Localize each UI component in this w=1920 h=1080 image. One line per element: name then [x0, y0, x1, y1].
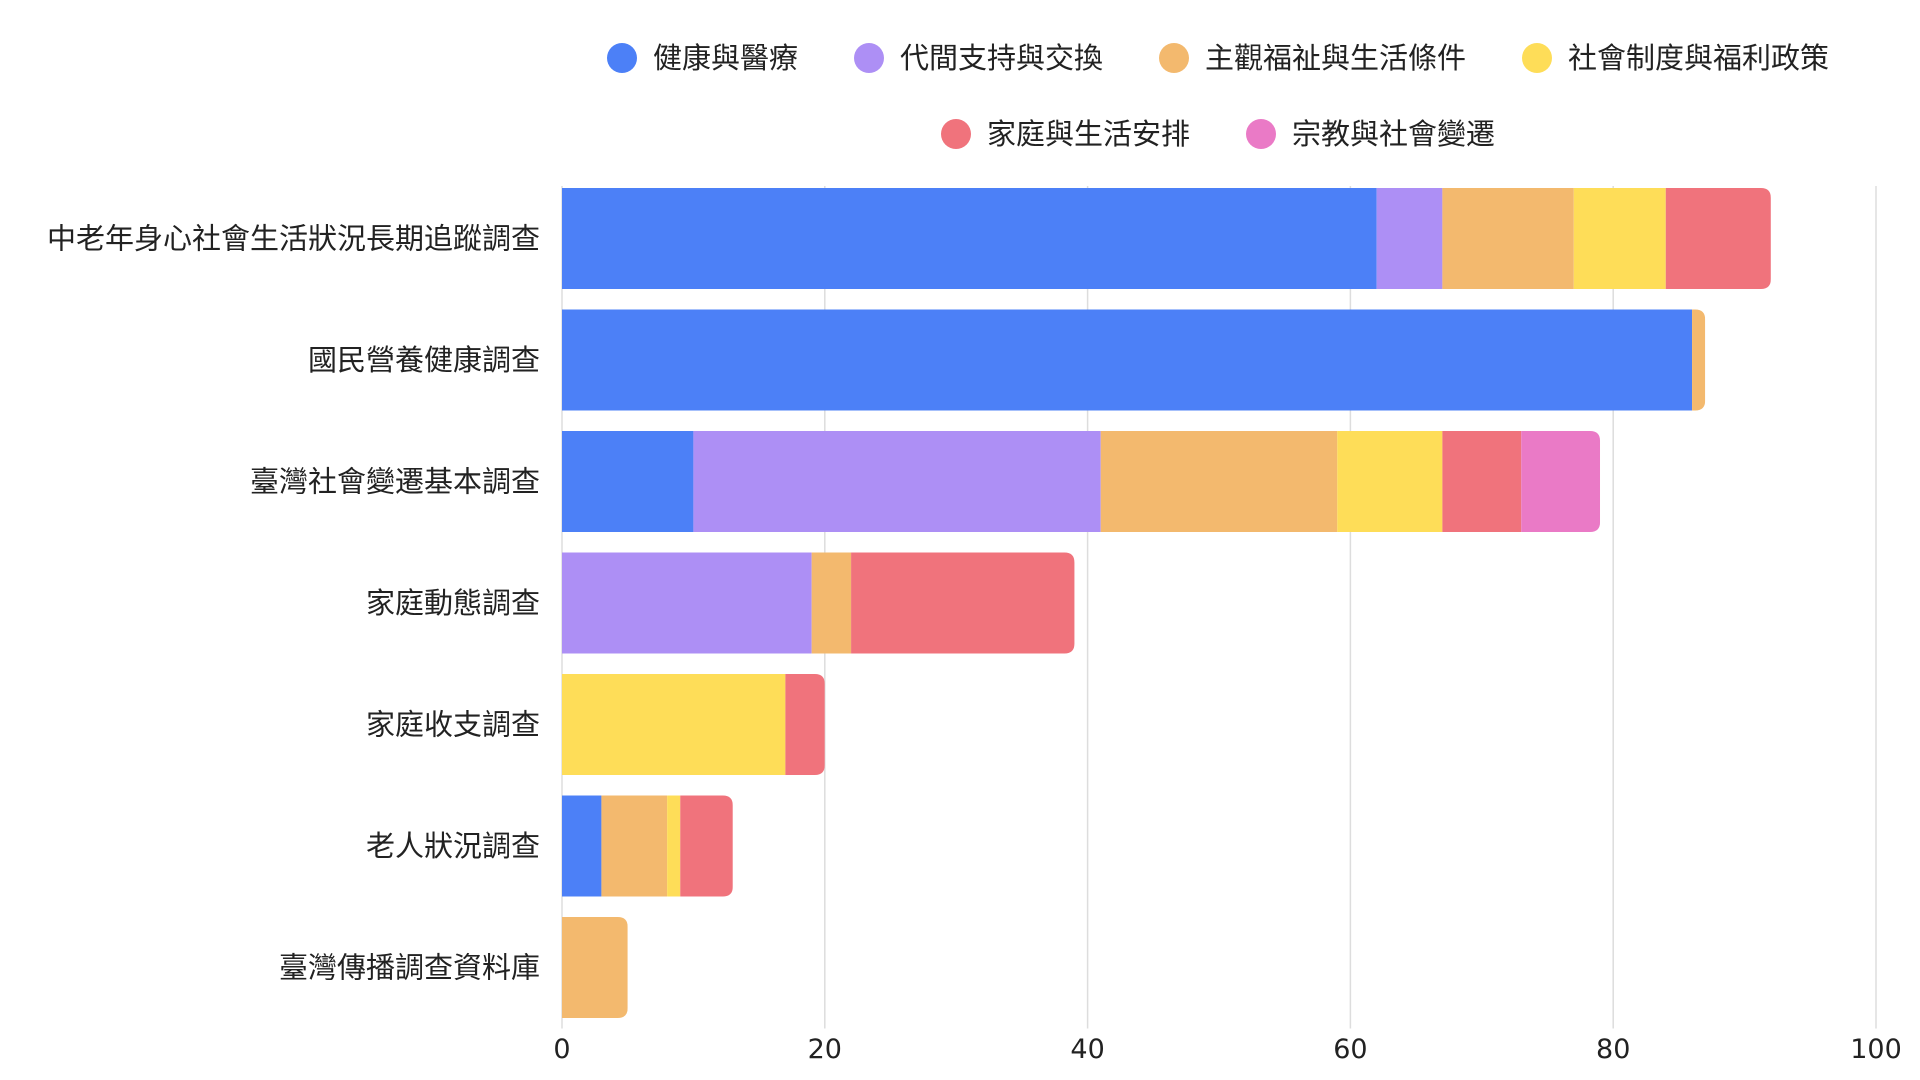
category-label: 國民營養健康調查	[308, 343, 540, 377]
bar-segment	[851, 552, 1075, 654]
legend-marker	[1159, 43, 1189, 73]
bar-segment	[811, 552, 852, 654]
bar-segment	[562, 917, 628, 1018]
category-labels: 中老年身心社會生活狀況長期追蹤調查國民營養健康調查臺灣社會變遷基本調查家庭動態調…	[47, 222, 540, 985]
legend-marker	[1522, 43, 1552, 73]
x-tick-label: 100	[1850, 1034, 1902, 1065]
legend-item: 家庭與生活安排	[941, 117, 1190, 151]
category-label: 臺灣社會變遷基本調查	[250, 465, 540, 499]
legend-item: 社會制度與福利政策	[1522, 41, 1829, 75]
x-tick-label: 60	[1333, 1034, 1367, 1065]
legend-label: 主觀福祉與生活條件	[1205, 41, 1466, 75]
legend-marker	[607, 43, 637, 73]
bar-segment	[1442, 431, 1522, 532]
bar-segment	[1521, 431, 1601, 532]
bar-segment	[1573, 188, 1666, 289]
category-label: 中老年身心社會生活狀況長期追蹤調查	[47, 222, 540, 256]
bar-row	[562, 917, 628, 1018]
bar-segment	[693, 431, 1101, 532]
legend-item: 健康與醫療	[607, 41, 798, 75]
legend-marker	[854, 43, 884, 73]
bars	[562, 188, 1771, 1018]
legend-item: 代間支持與交換	[854, 41, 1103, 75]
bar-segment	[1442, 188, 1574, 289]
x-tick-label: 20	[808, 1034, 842, 1065]
legend-label: 代間支持與交換	[900, 41, 1103, 75]
legend-label: 家庭與生活安排	[987, 117, 1190, 151]
legend-item: 主觀福祉與生活條件	[1159, 41, 1466, 75]
legend-item: 宗教與社會變遷	[1246, 117, 1495, 151]
legend-label: 宗教與社會變遷	[1292, 117, 1495, 151]
bar-segment	[562, 674, 786, 775]
bar-segment	[562, 309, 1693, 411]
category-label: 臺灣傳播調查資料庫	[279, 951, 540, 985]
category-label: 老人狀況調查	[366, 829, 540, 863]
bar-row	[562, 309, 1706, 411]
bar-segment	[562, 552, 812, 654]
legend-label: 社會制度與福利政策	[1568, 41, 1829, 75]
bar-row	[562, 431, 1601, 532]
bar-row	[562, 188, 1771, 289]
bar-segment	[785, 674, 825, 775]
x-tick-label: 80	[1596, 1034, 1630, 1065]
category-label: 家庭動態調查	[366, 586, 540, 620]
bar-segment	[562, 431, 694, 532]
bar-segment	[1376, 188, 1443, 289]
bar-segment	[680, 795, 733, 897]
bar-segment	[1665, 188, 1771, 289]
x-tick-label: 0	[553, 1034, 570, 1065]
bar-segment	[562, 795, 602, 897]
legend-marker	[941, 119, 971, 149]
bar-row	[562, 674, 825, 775]
category-label: 家庭收支調查	[366, 708, 540, 742]
bar-row	[562, 552, 1075, 654]
bar-segment	[1337, 431, 1443, 532]
bar-segment	[562, 188, 1377, 289]
bar-segment	[1692, 309, 1706, 411]
x-axis-ticks: 0 20 40 60 80 100	[553, 1034, 1901, 1065]
legend-marker	[1246, 119, 1276, 149]
bar-segment	[1100, 431, 1338, 532]
bar-row	[562, 795, 733, 897]
bar-segment	[667, 795, 681, 897]
x-tick-label: 40	[1070, 1034, 1104, 1065]
legend-label: 健康與醫療	[653, 41, 798, 75]
bar-segment	[601, 795, 668, 897]
